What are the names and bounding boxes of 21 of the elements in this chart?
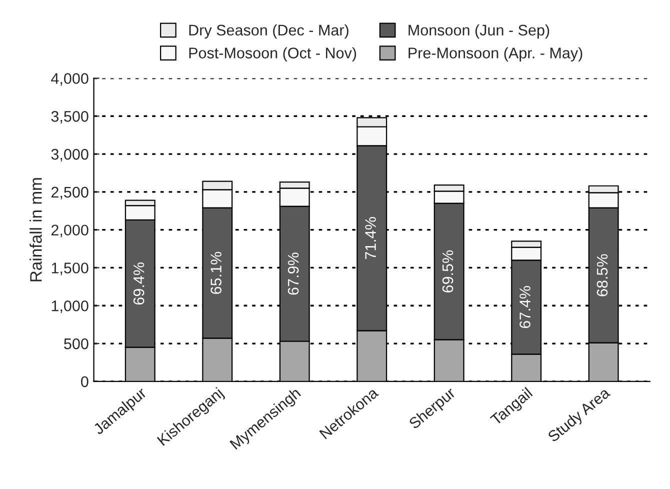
annotation: 69.5%	[442, 250, 454, 292]
y-tick-label: 500	[64, 338, 88, 350]
y-tick-label: 2,000	[51, 224, 88, 238]
legend-label: Monsoon (Jun - Sep)	[408, 24, 550, 39]
legend-label: Post-Mosoon (Oct - Nov)	[189, 47, 356, 62]
annotation: 68.5%	[596, 254, 608, 296]
y-tick-label: 1,500	[52, 262, 88, 276]
legend-label: Dry Season (Dec - Mar)	[189, 24, 348, 39]
legend-label: Pre-Monsoon (Apr. - May)	[408, 47, 582, 62]
annotation: 69.4%	[133, 262, 144, 305]
annotation: 71.4%	[365, 217, 376, 260]
y-tick-label: 1,000	[52, 300, 88, 314]
annotation: 67.4%	[520, 286, 530, 328]
y-tick-label: 3,500	[51, 111, 88, 124]
y-axis-title: Rainfall in mm	[30, 178, 42, 282]
y-tick-label: 4,000	[51, 73, 88, 86]
y-tick-label: 0	[81, 376, 88, 388]
annotation: 65.1%	[210, 252, 222, 294]
y-tick-label: 2,500	[51, 186, 88, 200]
annotation: 67.9%	[288, 252, 299, 295]
y-tick-label: 3,000	[51, 148, 88, 162]
